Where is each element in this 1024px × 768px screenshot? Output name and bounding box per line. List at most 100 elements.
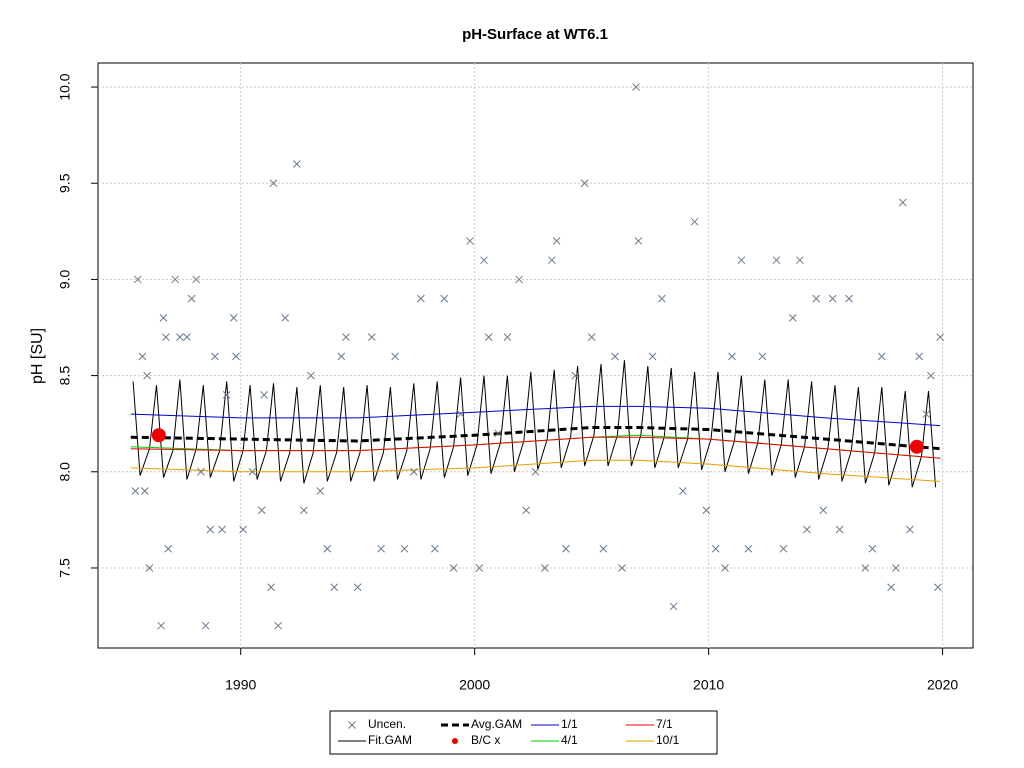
data-point xyxy=(669,602,678,611)
data-point xyxy=(229,314,238,322)
legend-label: Uncen. xyxy=(368,717,406,731)
data-point xyxy=(548,256,556,265)
data-point xyxy=(145,564,154,572)
data-point xyxy=(260,390,268,399)
data-point xyxy=(580,179,589,188)
data-point xyxy=(138,352,147,361)
data-point xyxy=(803,525,811,534)
data-point xyxy=(133,275,142,284)
data-point xyxy=(409,467,418,476)
data-point xyxy=(300,506,308,515)
bc-point xyxy=(909,439,924,454)
data-point xyxy=(934,583,942,592)
data-point xyxy=(905,525,914,534)
data-point xyxy=(267,583,275,592)
data-line xyxy=(130,426,941,451)
data-point xyxy=(891,564,900,572)
data-point xyxy=(480,256,488,265)
data-point xyxy=(611,352,619,361)
legend-label: B/C x xyxy=(471,733,500,747)
data-point xyxy=(239,525,247,534)
data-point xyxy=(222,390,231,399)
data-point xyxy=(269,179,278,188)
data-line xyxy=(130,459,941,482)
data-point xyxy=(541,564,549,572)
data-point xyxy=(515,275,523,284)
y-tick-label: 8.0 xyxy=(57,462,73,482)
data-point xyxy=(164,544,173,553)
data-point xyxy=(140,487,149,495)
data-point xyxy=(634,237,643,245)
data-point xyxy=(248,467,257,476)
data-point xyxy=(157,621,166,630)
data-point xyxy=(197,467,205,476)
data-point xyxy=(812,294,821,303)
data-point xyxy=(431,544,439,553)
data-point xyxy=(367,333,376,341)
data-point xyxy=(176,333,184,341)
legend-box xyxy=(329,710,718,755)
data-point xyxy=(721,564,729,572)
data-point xyxy=(218,525,226,534)
data-point xyxy=(187,294,196,303)
data-point xyxy=(618,564,626,572)
data-point xyxy=(342,333,350,341)
data-point xyxy=(648,352,657,361)
data-point xyxy=(503,333,512,341)
chart-title: pH-Surface at WT6.1 xyxy=(462,26,608,43)
data-point xyxy=(494,429,502,438)
data-line xyxy=(130,405,941,427)
data-point xyxy=(728,352,736,361)
data-point xyxy=(599,544,608,553)
legend-label: 1/1 xyxy=(561,717,578,731)
data-point xyxy=(316,487,325,495)
data-point xyxy=(744,544,753,553)
data-point xyxy=(293,160,301,168)
data-point xyxy=(337,352,346,361)
data-point xyxy=(779,544,788,553)
data-point xyxy=(274,621,283,630)
data-point xyxy=(131,487,140,495)
data-point xyxy=(400,544,409,553)
data-point xyxy=(898,198,907,207)
legend-marker xyxy=(452,738,458,744)
data-point xyxy=(307,371,315,380)
data-point xyxy=(845,294,853,303)
data-point xyxy=(632,83,640,91)
data-point xyxy=(449,564,458,572)
data-point xyxy=(861,564,870,572)
data-point xyxy=(552,237,561,245)
x-tick-label: 2010 xyxy=(693,677,724,693)
y-tick-label: 10.0 xyxy=(57,73,73,100)
x-tick-label: 2020 xyxy=(927,677,958,693)
data-point xyxy=(562,544,570,553)
data-point xyxy=(657,294,666,303)
data-point xyxy=(257,506,266,515)
legend-label: Fit.GAM xyxy=(368,733,412,747)
data-point xyxy=(211,352,219,361)
data-point xyxy=(679,487,687,495)
x-tick-label: 1990 xyxy=(225,677,256,693)
data-point xyxy=(737,256,746,265)
data-point xyxy=(571,371,580,380)
data-point xyxy=(323,544,332,553)
data-point xyxy=(522,506,530,515)
y-tick-label: 9.5 xyxy=(57,173,73,193)
data-point xyxy=(417,294,425,303)
y-axis-label: pH [SU] xyxy=(29,328,46,384)
data-point xyxy=(206,525,215,534)
data-point xyxy=(772,256,781,265)
data-point xyxy=(183,333,191,341)
plot-frame xyxy=(97,62,974,649)
legend-label: Avg.GAM xyxy=(471,717,522,731)
data-point xyxy=(330,583,339,592)
data-point xyxy=(758,352,767,361)
legend-label: 10/1 xyxy=(656,733,680,747)
data-point xyxy=(887,583,895,592)
data-point xyxy=(531,467,540,476)
data-point xyxy=(877,352,886,361)
data-point xyxy=(788,314,797,322)
data-point xyxy=(201,621,210,630)
data-point xyxy=(143,371,151,380)
data-point xyxy=(936,333,945,341)
